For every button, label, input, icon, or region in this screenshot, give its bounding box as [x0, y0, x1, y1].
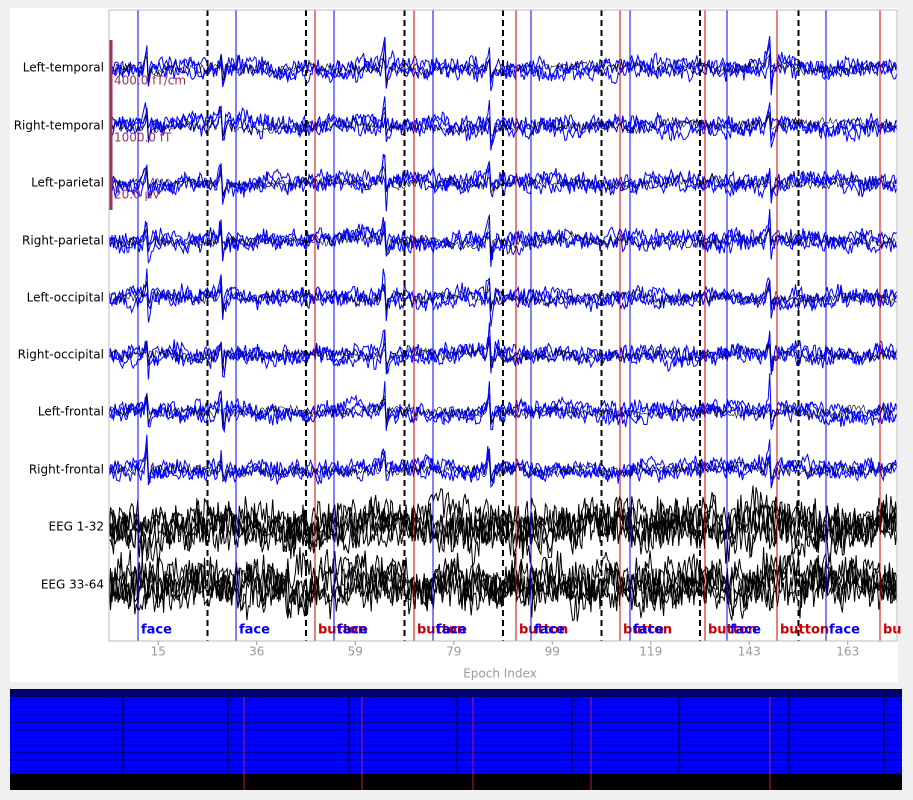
event-label: face	[141, 623, 172, 638]
event-label: button	[318, 623, 367, 638]
channel-label: Left-temporal	[23, 61, 104, 75]
x-tick-label: 163	[836, 645, 859, 659]
x-tick-label: 119	[639, 645, 662, 659]
event-label: button	[417, 623, 466, 638]
channel-label: EEG 1-32	[48, 520, 104, 534]
channel-label: Left-parietal	[31, 176, 104, 190]
meg-trace	[108, 281, 898, 313]
meg-trace	[108, 280, 898, 327]
overview-background	[10, 689, 902, 790]
event-label: face	[239, 623, 270, 638]
event-label: button	[780, 623, 829, 638]
event-label: bu	[883, 623, 902, 638]
overview-header	[10, 689, 902, 697]
channel-label: Right-frontal	[29, 463, 104, 477]
event-label: face	[337, 623, 368, 638]
x-tick-label: 36	[249, 645, 264, 659]
channel-label: Right-occipital	[18, 348, 104, 362]
scale-bar-label: 400.0 fT/cm	[114, 74, 186, 88]
scale-bar-label: 1000.0 fT	[114, 131, 172, 145]
meg-trace	[108, 322, 898, 380]
meg-trace	[108, 102, 898, 146]
event-label: face	[633, 623, 664, 638]
event-label: button	[623, 623, 672, 638]
overview-panel[interactable]	[10, 689, 902, 790]
x-tick-label: 79	[446, 645, 461, 659]
x-tick-label: 59	[348, 645, 363, 659]
channel-label: Left-occipital	[27, 291, 104, 305]
x-tick-label: 143	[738, 645, 761, 659]
channel-label: Left-frontal	[38, 405, 104, 419]
overview-eeg	[10, 774, 902, 790]
meg-trace	[108, 36, 898, 88]
event-label: face	[829, 623, 860, 638]
event-label: face	[730, 623, 761, 638]
event-label: button	[708, 623, 757, 638]
channel-label: EEG 33-64	[41, 578, 104, 592]
meg-trace	[108, 456, 898, 483]
meg-trace	[108, 341, 898, 370]
x-tick-label: 99	[545, 645, 560, 659]
x-tick-label: 15	[151, 645, 166, 659]
event-label: face	[534, 623, 565, 638]
event-label: face	[436, 623, 467, 638]
axes-frame	[108, 9, 898, 642]
x-axis-label: Epoch Index	[463, 667, 537, 681]
channel-label: Right-parietal	[22, 234, 104, 248]
scale-bar-label: 20.0 µV	[114, 188, 161, 202]
channel-label: Right-temporal	[14, 119, 104, 133]
eeg-trace	[108, 491, 898, 564]
